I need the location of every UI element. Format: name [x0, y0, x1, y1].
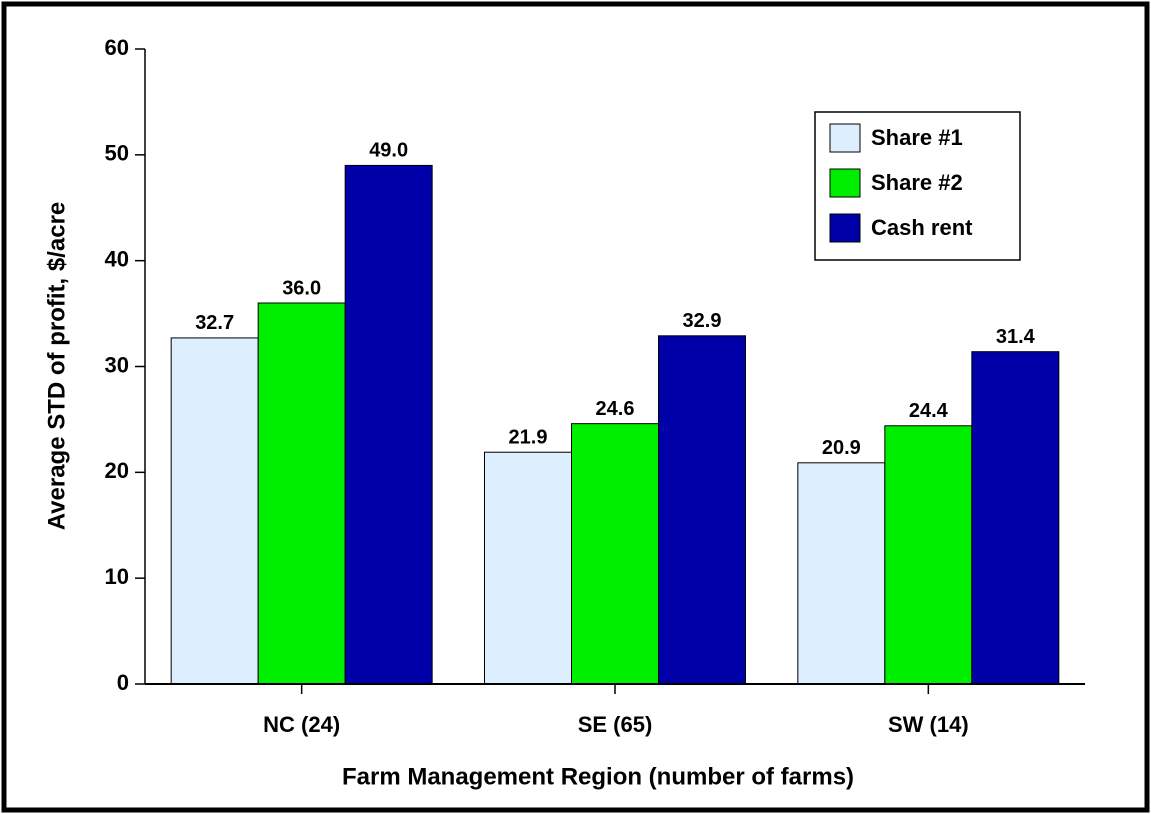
value-label: 32.9 — [683, 310, 722, 332]
bar — [884, 425, 973, 685]
value-label: 21.9 — [509, 427, 548, 449]
y-tick-label: 50 — [105, 141, 129, 166]
x-tick-label: SW (14) — [888, 712, 969, 737]
bar — [797, 462, 886, 685]
bar — [971, 351, 1060, 685]
y-tick-label: 60 — [105, 35, 129, 60]
x-tick-label: SE (65) — [578, 712, 653, 737]
value-label: 36.0 — [282, 277, 321, 299]
bar — [257, 302, 346, 685]
x-axis-label: Farm Management Region (number of farms) — [342, 763, 854, 790]
y-tick-label: 30 — [105, 352, 129, 377]
bar — [344, 164, 433, 685]
value-label: 24.4 — [909, 400, 949, 422]
x-tick-label: NC (24) — [263, 712, 340, 737]
legend-swatch — [829, 123, 861, 153]
legend-swatch — [829, 168, 861, 198]
bar — [571, 423, 659, 685]
bar — [658, 335, 746, 685]
y-axis-label: Average STD of profit, $/acre — [43, 202, 70, 531]
legend-label: Cash rent — [871, 215, 973, 240]
value-label: 31.4 — [996, 326, 1036, 348]
legend-label: Share #1 — [871, 125, 963, 150]
value-label: 20.9 — [822, 437, 861, 459]
y-tick-label: 0 — [117, 670, 129, 695]
y-tick-label: 40 — [105, 246, 129, 271]
bar — [484, 451, 572, 685]
y-tick-label: 10 — [105, 564, 129, 589]
value-label: 24.6 — [596, 398, 635, 420]
legend-swatch — [829, 213, 861, 243]
bar — [170, 337, 259, 685]
value-label: 49.0 — [369, 140, 408, 162]
legend-label: Share #2 — [871, 170, 963, 195]
value-label: 32.7 — [195, 312, 234, 334]
y-tick-label: 20 — [105, 458, 129, 483]
